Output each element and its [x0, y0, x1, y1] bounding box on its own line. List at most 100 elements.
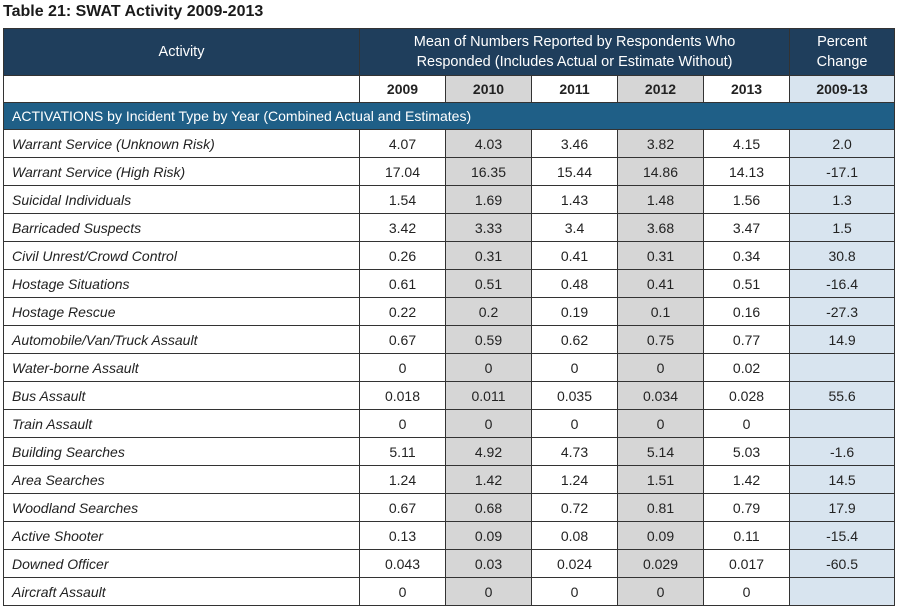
- pct-range-header: 2009-13: [789, 75, 896, 103]
- year-header-2013: 2013: [702, 75, 791, 103]
- activity-cell: Downed Officer: [3, 549, 360, 578]
- table-row: Water-borne Assault 0 0 0 0 0.02: [3, 353, 896, 382]
- value-cell-2012: 0: [617, 577, 704, 606]
- value-cell-2013: 0.11: [702, 521, 791, 550]
- value-cell-2009: 0.67: [359, 325, 446, 354]
- activity-cell: Hostage Rescue: [3, 297, 360, 326]
- value-cell-2010: 0.59: [445, 325, 532, 354]
- value-cell-2009: 5.11: [359, 437, 446, 466]
- activity-cell: Water-borne Assault: [3, 353, 360, 382]
- percent-change-cell: [789, 577, 896, 606]
- value-cell-2012: 5.14: [617, 437, 704, 466]
- value-cell-2011: 0.72: [531, 493, 618, 522]
- activity-cell: Train Assault: [3, 409, 360, 438]
- activity-cell: Suicidal Individuals: [3, 185, 360, 214]
- value-cell-2011: 0: [531, 353, 618, 382]
- activity-cell: Aircraft Assault: [3, 577, 360, 606]
- value-cell-2009: 0: [359, 577, 446, 606]
- value-cell-2009: 4.07: [359, 129, 446, 158]
- value-cell-2012: 1.48: [617, 185, 704, 214]
- percent-change-cell: 14.5: [789, 465, 896, 494]
- value-cell-2012: 0.029: [617, 549, 704, 578]
- activity-cell: Area Searches: [3, 465, 360, 494]
- blank-year-cell: [3, 75, 360, 103]
- value-cell-2009: 0.26: [359, 241, 446, 270]
- value-cell-2010: 0.31: [445, 241, 532, 270]
- value-cell-2010: 0.03: [445, 549, 532, 578]
- value-cell-2013: 0: [702, 577, 791, 606]
- value-cell-2012: 0.09: [617, 521, 704, 550]
- percent-change-cell: 1.5: [789, 213, 896, 242]
- value-cell-2010: 0.51: [445, 269, 532, 298]
- year-header-2011: 2011: [531, 75, 618, 103]
- value-cell-2011: 0.08: [531, 521, 618, 550]
- activity-cell: Warrant Service (High Risk): [3, 157, 360, 186]
- value-cell-2010: 0: [445, 353, 532, 382]
- value-cell-2011: 0: [531, 577, 618, 606]
- table-row: Barricaded Suspects 3.42 3.33 3.4 3.68 3.47 1.…: [3, 213, 896, 242]
- year-header-2012: 2012: [617, 75, 704, 103]
- mean-header-line1: Mean of Numbers Reported by Respondents …: [413, 34, 736, 50]
- table-row: Automobile/Van/Truck Assault 0.67 0.59 0.62…: [3, 325, 896, 354]
- percent-change-header: Percent Change: [789, 28, 896, 76]
- value-cell-2010: 0.011: [445, 381, 532, 410]
- value-cell-2013: 0.77: [702, 325, 791, 354]
- activity-cell: Barricaded Suspects: [3, 213, 360, 242]
- value-cell-2011: 1.24: [531, 465, 618, 494]
- value-cell-2012: 3.68: [617, 213, 704, 242]
- table-row: Area Searches 1.24 1.42 1.24 1.51 1.42 14.5: [3, 465, 896, 494]
- value-cell-2011: 4.73: [531, 437, 618, 466]
- value-cell-2011: 0.62: [531, 325, 618, 354]
- swat-activity-table: Activity Mean of Numbers Reported by Res…: [2, 28, 896, 606]
- percent-header-line1: Percent: [817, 34, 868, 50]
- value-cell-2012: 0.41: [617, 269, 704, 298]
- value-cell-2010: 0: [445, 577, 532, 606]
- value-cell-2012: 0.1: [617, 297, 704, 326]
- percent-change-cell: 2.0: [789, 129, 896, 158]
- percent-header-line2: Change: [816, 54, 868, 70]
- table-row: Building Searches 5.11 4.92 4.73 5.14 5.03 -1.…: [3, 437, 896, 466]
- value-cell-2011: 15.44: [531, 157, 618, 186]
- table-row: Train Assault 0 0 0 0 0: [3, 409, 896, 438]
- value-cell-2009: 0.22: [359, 297, 446, 326]
- value-cell-2011: 0.48: [531, 269, 618, 298]
- value-cell-2009: 0.043: [359, 549, 446, 578]
- value-cell-2009: 0.13: [359, 521, 446, 550]
- year-header-2009: 2009: [359, 75, 446, 103]
- value-cell-2009: 3.42: [359, 213, 446, 242]
- value-cell-2012: 1.51: [617, 465, 704, 494]
- value-cell-2010: 4.03: [445, 129, 532, 158]
- activity-cell: Woodland Searches: [3, 493, 360, 522]
- value-cell-2013: 0.028: [702, 381, 791, 410]
- value-cell-2013: 1.42: [702, 465, 791, 494]
- value-cell-2010: 0.68: [445, 493, 532, 522]
- value-cell-2013: 0.16: [702, 297, 791, 326]
- value-cell-2011: 0.024: [531, 549, 618, 578]
- value-cell-2013: 1.56: [702, 185, 791, 214]
- value-cell-2011: 0.035: [531, 381, 618, 410]
- table-row: Woodland Searches 0.67 0.68 0.72 0.81 0.79 17.…: [3, 493, 896, 522]
- percent-change-cell: [789, 409, 896, 438]
- table-row: Aircraft Assault 0 0 0 0 0: [3, 577, 896, 606]
- value-cell-2012: 0: [617, 353, 704, 382]
- value-cell-2013: 0: [702, 409, 791, 438]
- value-cell-2011: 1.43: [531, 185, 618, 214]
- value-cell-2013: 5.03: [702, 437, 791, 466]
- percent-change-cell: 1.3: [789, 185, 896, 214]
- table-row: Active Shooter 0.13 0.09 0.08 0.09 0.11 -15.4: [3, 521, 896, 550]
- mean-header-line2: Responded (Includes Actual or Estimate W…: [416, 54, 733, 70]
- value-cell-2009: 1.24: [359, 465, 446, 494]
- table-row: Warrant Service (Unknown Risk) 4.07 4.03 3.…: [3, 129, 896, 158]
- section-label: ACTIVATIONS by Incident Type by Year (Co…: [2, 102, 896, 130]
- value-cell-2009: 1.54: [359, 185, 446, 214]
- value-cell-2010: 0.09: [445, 521, 532, 550]
- value-cell-2013: 0.34: [702, 241, 791, 270]
- value-cell-2013: 0.017: [702, 549, 791, 578]
- table-row: Suicidal Individuals 1.54 1.69 1.43 1.48 1.56…: [3, 185, 896, 214]
- activity-cell: Automobile/Van/Truck Assault: [3, 325, 360, 354]
- percent-change-cell: -16.4: [789, 269, 896, 298]
- activity-cell: Hostage Situations: [3, 269, 360, 298]
- activity-cell: Active Shooter: [3, 521, 360, 550]
- activity-cell: Warrant Service (Unknown Risk): [3, 129, 360, 158]
- table-title: Table 21: SWAT Activity 2009-2013: [3, 3, 264, 20]
